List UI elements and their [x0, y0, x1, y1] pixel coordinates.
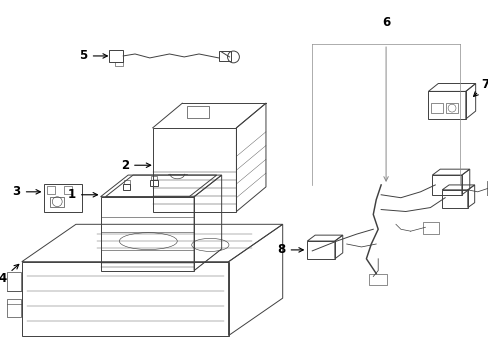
Bar	[50, 197, 64, 207]
Bar	[430, 103, 442, 113]
Bar	[64, 186, 72, 194]
Text: 1: 1	[68, 188, 97, 201]
Bar	[218, 51, 230, 61]
Text: 7: 7	[472, 78, 488, 96]
Bar	[445, 103, 457, 113]
Bar	[149, 180, 157, 186]
Bar	[7, 271, 21, 291]
Text: 6: 6	[381, 16, 389, 29]
Bar	[368, 274, 386, 285]
Bar	[115, 62, 123, 66]
Bar	[7, 300, 21, 317]
Text: 8: 8	[277, 243, 303, 256]
Bar	[487, 181, 488, 195]
Bar	[150, 176, 156, 180]
Bar	[44, 184, 81, 212]
Text: 2: 2	[121, 159, 150, 172]
Bar	[123, 180, 129, 184]
Bar	[47, 186, 55, 194]
Bar	[152, 128, 236, 212]
Text: 4: 4	[0, 264, 19, 285]
Bar	[122, 184, 130, 190]
Text: 3: 3	[13, 185, 41, 198]
Bar	[187, 106, 208, 118]
Bar	[423, 222, 438, 234]
Bar	[109, 50, 123, 62]
Bar	[22, 262, 228, 336]
Text: 5: 5	[80, 49, 107, 62]
